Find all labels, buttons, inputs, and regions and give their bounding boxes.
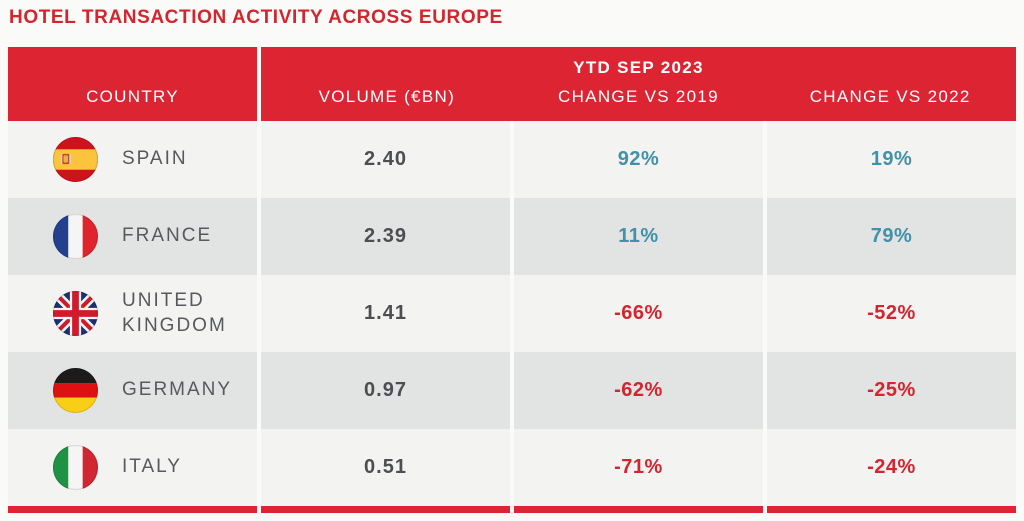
bottom-rule-segment xyxy=(514,506,763,513)
bottom-rule xyxy=(8,506,1016,513)
volume-value: 0.97 xyxy=(364,379,407,401)
country-label: GERMANY xyxy=(122,379,233,401)
table-header: COUNTRY YTD SEP 2023 VOLUME (€BN) CHANGE… xyxy=(8,47,1016,121)
change-vs-2019-cell: 11% xyxy=(514,198,763,275)
change-vs-2022-value: 79% xyxy=(870,225,913,247)
volume-cell: 0.97 xyxy=(261,352,510,429)
table-row-france: FRANCE 2.39 11% 79% xyxy=(8,198,1016,275)
change-vs-2019-value: 92% xyxy=(617,148,660,170)
change-vs-2022-cell: 19% xyxy=(767,121,1016,198)
change-vs-2019-cell: 92% xyxy=(514,121,763,198)
change-vs-2022-value: -52% xyxy=(867,302,916,324)
table-row-italy: ITALY 0.51 -71% -24% xyxy=(8,429,1016,506)
volume-cell: 0.51 xyxy=(261,429,510,506)
change-vs-2022-cell: -24% xyxy=(767,429,1016,506)
change-vs-2019-value: -66% xyxy=(614,302,663,324)
volume-cell: 2.39 xyxy=(261,198,510,275)
country-cell: GERMANY xyxy=(8,352,257,429)
page-title: HOTEL TRANSACTION ACTIVITY ACROSS EUROPE xyxy=(9,7,503,28)
column-group-ytd-sep-2023: YTD SEP 2023 VOLUME (€BN) CHANGE VS 2019… xyxy=(261,47,1016,121)
change-vs-2022-value: -24% xyxy=(867,456,916,478)
change-vs-2022-value: -25% xyxy=(867,379,916,401)
change-vs-2022-cell: -25% xyxy=(767,352,1016,429)
group-header-label: YTD SEP 2023 xyxy=(573,58,704,77)
spain-flag-icon xyxy=(53,137,98,182)
italy-flag-icon xyxy=(53,445,98,490)
table-row-united-kingdom: UNITED KINGDOM 1.41 -66% -52% xyxy=(8,275,1016,352)
volume-value: 0.51 xyxy=(364,456,407,478)
change-vs-2019-cell: -71% xyxy=(514,429,763,506)
change-vs-2019-cell: -66% xyxy=(514,275,763,352)
country-cell: SPAIN xyxy=(8,121,257,198)
country-label: SPAIN xyxy=(122,148,188,170)
germany-flag-icon xyxy=(53,368,98,413)
bottom-rule-segment xyxy=(767,506,1016,513)
country-cell: UNITED KINGDOM xyxy=(8,275,257,352)
change-vs-2019-value: 11% xyxy=(618,225,659,247)
united-kingdom-flag-icon xyxy=(53,291,98,336)
hotel-transaction-table: COUNTRY YTD SEP 2023 VOLUME (€BN) CHANGE… xyxy=(8,47,1016,513)
column-header-country-label: COUNTRY xyxy=(86,87,179,106)
sub-column-headers: VOLUME (€BN) CHANGE VS 2019 CHANGE VS 20… xyxy=(261,87,1016,107)
volume-cell: 2.40 xyxy=(261,121,510,198)
column-header-volume: VOLUME (€BN) xyxy=(318,87,456,106)
country-cell: ITALY xyxy=(8,429,257,506)
column-header-change-vs-2022: CHANGE VS 2022 xyxy=(809,87,971,106)
bottom-rule-segment xyxy=(8,506,257,513)
column-header-country: COUNTRY xyxy=(8,47,257,121)
change-vs-2022-cell: 79% xyxy=(767,198,1016,275)
volume-value: 2.39 xyxy=(364,225,407,247)
column-header-change-vs-2019: CHANGE VS 2019 xyxy=(558,87,719,106)
table-row-germany: GERMANY 0.97 -62% -25% xyxy=(8,352,1016,429)
country-label: UNITED KINGDOM xyxy=(122,289,227,336)
change-vs-2019-value: -71% xyxy=(614,456,663,478)
change-vs-2022-value: 19% xyxy=(870,148,913,170)
volume-value: 2.40 xyxy=(364,148,407,170)
country-label: FRANCE xyxy=(122,225,213,247)
bottom-rule-segment xyxy=(261,506,510,513)
change-vs-2022-cell: -52% xyxy=(767,275,1016,352)
table-row-spain: SPAIN 2.40 92% 19% xyxy=(8,121,1016,198)
change-vs-2019-cell: -62% xyxy=(514,352,763,429)
country-cell: FRANCE xyxy=(8,198,257,275)
volume-value: 1.41 xyxy=(364,302,407,324)
france-flag-icon xyxy=(53,214,98,259)
volume-cell: 1.41 xyxy=(261,275,510,352)
change-vs-2019-value: -62% xyxy=(614,379,663,401)
country-label: ITALY xyxy=(122,456,182,478)
